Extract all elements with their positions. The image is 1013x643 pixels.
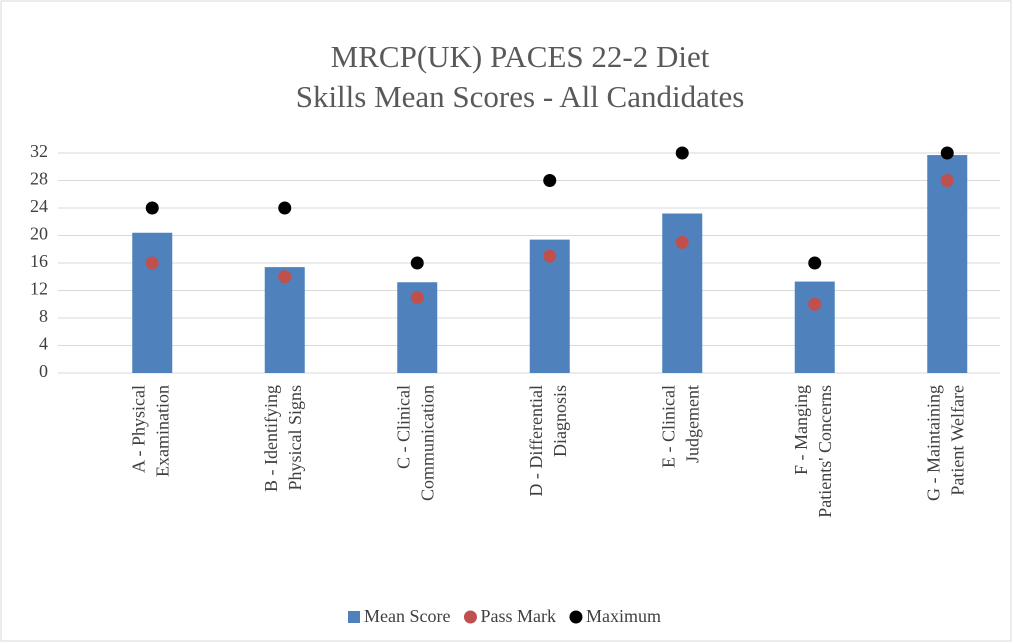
marker [675, 235, 689, 249]
marker [145, 201, 159, 215]
x-tick-label: Judgement [682, 385, 702, 463]
marker [543, 249, 557, 263]
x-tick-label: C - Clinical [393, 385, 413, 469]
marker [808, 297, 822, 311]
y-tick-label: 8 [39, 306, 48, 326]
marker [675, 146, 689, 160]
legend-swatch [463, 610, 477, 624]
legend-label: Mean Score [364, 606, 450, 626]
marker [940, 174, 954, 187]
chart-title: MRCP(UK) PACES 22-2 Diet [331, 39, 710, 74]
x-tick-label: Diagnosis [550, 385, 570, 457]
y-tick-label: 28 [30, 169, 48, 189]
y-tick-label: 12 [30, 279, 48, 299]
bar [264, 267, 305, 373]
y-tick-label: 20 [30, 224, 48, 244]
y-tick-label: 0 [39, 361, 48, 381]
y-tick-label: 4 [39, 334, 48, 354]
x-tick-label: A - Physical [128, 385, 148, 473]
x-tick-label: G - Maintaining [923, 385, 943, 501]
x-tick-label: D - Differential [526, 385, 546, 497]
legend-swatch [348, 611, 360, 623]
marker [543, 174, 557, 187]
x-tick-label: Examination [152, 385, 172, 477]
bar [927, 155, 968, 373]
marker [278, 270, 292, 284]
marker [410, 256, 424, 270]
chart-subtitle: Skills Mean Scores - All Candidates [296, 79, 745, 114]
x-tick-label: Physical Signs [285, 385, 305, 491]
y-tick-label: 24 [30, 196, 48, 216]
bar [132, 232, 173, 373]
marker [145, 256, 159, 270]
x-tick-label: F - Manging [791, 385, 811, 475]
marker [940, 146, 954, 160]
legend-label: Pass Mark [480, 606, 556, 626]
legend-swatch [569, 610, 583, 624]
bar [794, 281, 835, 373]
x-tick-label: B - Identifying [261, 385, 281, 492]
x-tick-label: E - Clinical [658, 385, 678, 468]
x-tick-label: Patient Welfare [947, 385, 967, 496]
marker [808, 256, 822, 270]
marker [278, 201, 292, 215]
x-tick-label: Communication [417, 385, 437, 501]
marker [410, 290, 424, 304]
legend-label: Maximum [586, 606, 661, 626]
y-tick-label: 16 [30, 251, 48, 271]
x-tick-label: Patients' Concerns [815, 385, 835, 518]
y-tick-label: 32 [30, 141, 48, 161]
